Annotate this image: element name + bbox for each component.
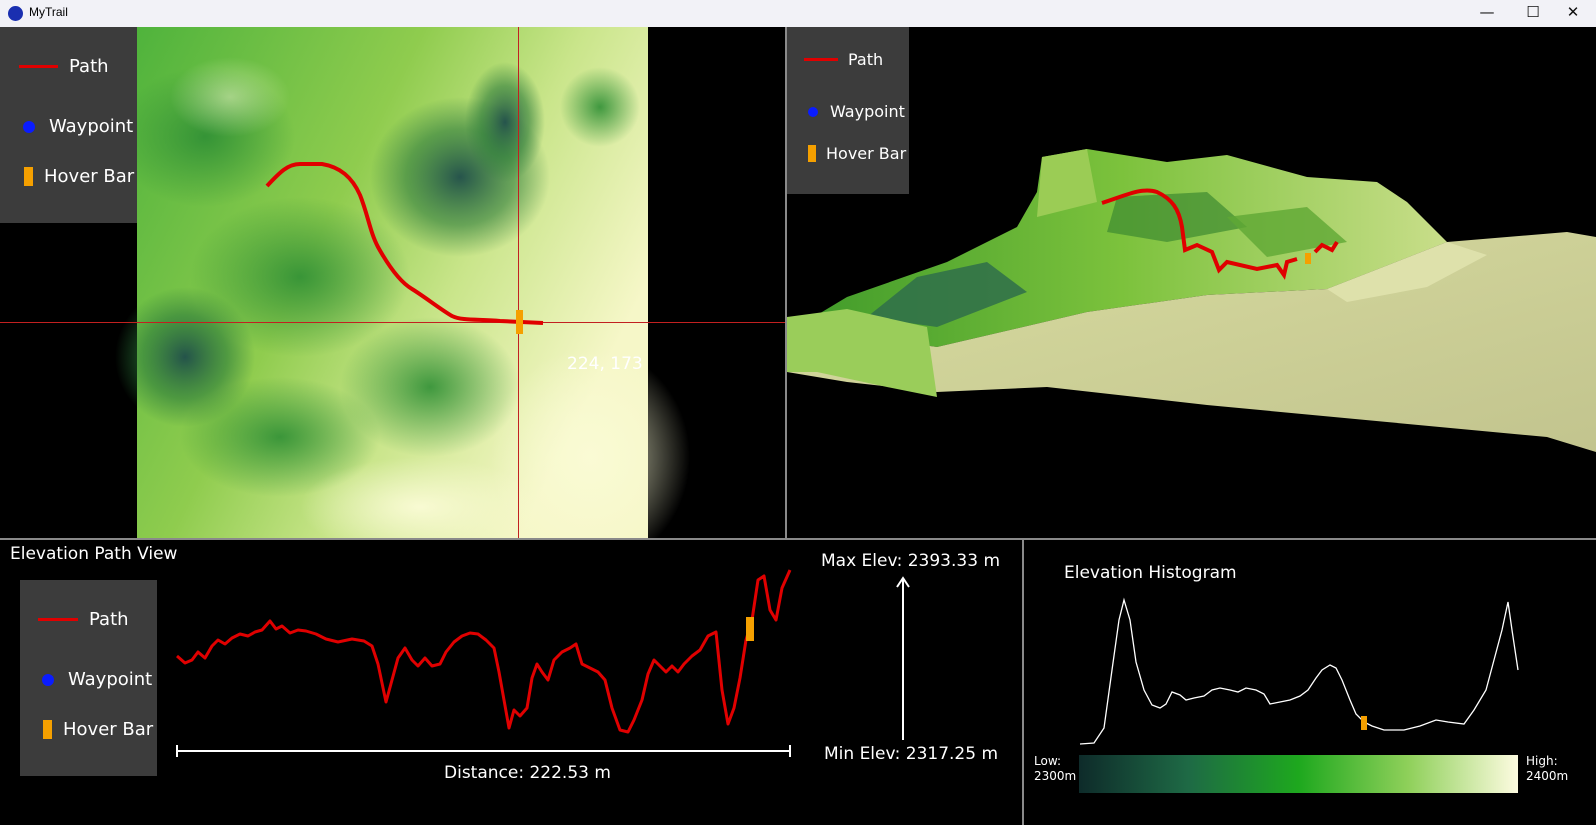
window-title: MyTrail <box>29 5 68 19</box>
low-label: Low: 2300m <box>1034 754 1076 784</box>
legend-hover-bar-item: Hover Bar <box>43 719 153 740</box>
legend-path-label: Path <box>69 56 109 77</box>
elevation-legend: Path Waypoint Hover Bar <box>20 580 157 776</box>
terrain-map-svg[interactable] <box>0 27 785 538</box>
maximize-button[interactable]: ☐ <box>1526 3 1540 21</box>
legend-hover-bar-label: Hover Bar <box>44 166 135 187</box>
map-2d-panel[interactable]: 224, 173 Path Waypoint Hover Bar <box>0 27 785 538</box>
path-line-icon <box>38 618 78 621</box>
trail-path-3d <box>1101 188 1298 280</box>
path-line-icon <box>804 58 838 61</box>
terrain-surface <box>787 149 1596 452</box>
legend-waypoint-item: Waypoint <box>808 102 905 121</box>
hover-bar-icon <box>24 167 33 186</box>
map-2d-legend: Path Waypoint Hover Bar <box>0 27 137 223</box>
min-elevation-label: Min Elev: 2317.25 m <box>824 744 999 764</box>
hover-bar-icon <box>808 145 816 162</box>
arrow-up-icon <box>896 576 910 588</box>
histogram-svg <box>1079 597 1519 793</box>
legend-hover-bar-label: Hover Bar <box>63 719 154 740</box>
waypoint-dot-icon <box>42 673 54 686</box>
legend-waypoint-label: Waypoint <box>68 669 153 690</box>
elevation-path-panel[interactable]: Elevation Path View Path Waypoint Hover … <box>0 540 1022 825</box>
waypoint-dot-icon <box>808 106 818 117</box>
hover-bar-marker-profile <box>746 617 754 641</box>
panel-divider-horizontal[interactable] <box>0 538 1596 540</box>
histogram-title: Elevation Histogram <box>1064 563 1237 583</box>
high-value-text: 2400m <box>1526 769 1569 783</box>
app-icon <box>8 6 23 21</box>
terrain-3d-panel[interactable]: Path Waypoint Hover Bar <box>787 27 1596 538</box>
low-label-text: Low: <box>1034 754 1062 768</box>
minimize-button[interactable]: — <box>1479 3 1495 21</box>
terrain-shading <box>115 57 690 538</box>
trail-path-3d-end <box>1313 240 1339 254</box>
path-line-icon <box>19 65 58 68</box>
elevation-color-bar <box>1079 755 1518 793</box>
legend-waypoint-label: Waypoint <box>49 116 134 137</box>
histogram-line <box>1079 597 1519 745</box>
hover-bar-marker-3d <box>1305 253 1311 264</box>
high-label: High: 2400m <box>1526 754 1568 784</box>
elevation-profile-svg[interactable] <box>0 540 1022 825</box>
max-elevation-label: Max Elev: 2393.33 m <box>821 551 1000 571</box>
panel-divider-vertical[interactable] <box>785 27 787 538</box>
distance-label: Distance: 222.53 m <box>444 763 611 783</box>
legend-waypoint-item: Waypoint <box>42 669 152 690</box>
title-bar: MyTrail — ☐ ✕ <box>0 0 1596 27</box>
hover-bar-marker <box>516 310 523 334</box>
elevation-path-title: Elevation Path View <box>10 544 178 564</box>
legend-hover-bar-item: Hover Bar <box>808 144 906 163</box>
terrain-3d-svg[interactable] <box>787 27 1596 538</box>
high-label-text: High: <box>1526 754 1558 768</box>
terrain-3d-legend: Path Waypoint Hover Bar <box>787 27 909 194</box>
hover-bar-icon <box>43 720 52 739</box>
trail-path <box>265 162 544 325</box>
legend-hover-bar-label: Hover Bar <box>826 144 907 163</box>
legend-path-item: Path <box>19 56 109 77</box>
legend-waypoint-label: Waypoint <box>830 102 905 121</box>
elevation-profile-line <box>176 569 792 734</box>
cursor-coordinate-readout: 224, 173 <box>567 354 643 374</box>
legend-hover-bar-item: Hover Bar <box>24 166 134 187</box>
legend-path-label: Path <box>848 50 884 69</box>
legend-waypoint-item: Waypoint <box>23 116 133 137</box>
low-value-text: 2300m <box>1034 769 1077 783</box>
legend-path-label: Path <box>89 609 129 630</box>
legend-path-item: Path <box>804 50 883 69</box>
panel-divider-bottom[interactable] <box>1022 540 1024 825</box>
close-button[interactable]: ✕ <box>1566 3 1580 21</box>
elevation-histogram-panel: Elevation Histogram Low: 2300m High: 240… <box>1024 540 1596 825</box>
legend-path-item: Path <box>38 609 129 630</box>
waypoint-dot-icon <box>23 120 35 133</box>
hover-bar-marker-histogram <box>1361 716 1367 730</box>
